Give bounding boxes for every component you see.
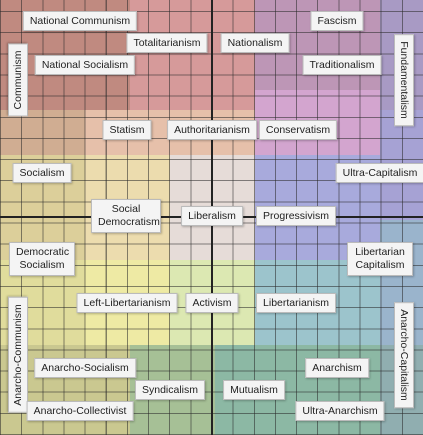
- label: Syndicalism: [134, 380, 206, 400]
- label: Social Democratism: [91, 199, 161, 233]
- label: Statism: [102, 120, 152, 140]
- label: Fascism: [310, 11, 364, 31]
- label: Fundamentalism: [394, 34, 414, 126]
- label: Left-Libertarianism: [76, 293, 178, 313]
- label: Liberalism: [181, 206, 243, 226]
- label: Libertarianism: [256, 293, 336, 313]
- label: Authoritarianism: [167, 120, 257, 140]
- label: Traditionalism: [302, 55, 382, 75]
- label: Ultra-Anarchism: [295, 401, 385, 421]
- label: Totalitarianism: [126, 33, 208, 53]
- label: Anarcho-Socialism: [34, 358, 136, 378]
- label: Democratic Socialism: [9, 242, 75, 276]
- label: Socialism: [12, 163, 72, 183]
- label: Anarcho-Capitalism: [394, 302, 414, 408]
- label: Anarcho-Collectivist: [26, 401, 134, 421]
- label: Ultra-Capitalism: [335, 163, 423, 183]
- label: National Communism: [22, 11, 138, 31]
- label: Nationalism: [220, 33, 290, 53]
- label: Activism: [185, 293, 239, 313]
- label: National Socialism: [34, 55, 136, 75]
- label: Libertarian Capitalism: [347, 242, 413, 276]
- label: Progressivism: [256, 206, 336, 226]
- label: Communism: [8, 43, 28, 117]
- label: Mutualism: [223, 380, 285, 400]
- label: Anarchism: [305, 358, 369, 378]
- label: Anarcho-Communism: [8, 297, 28, 413]
- label: Conservatism: [258, 120, 338, 140]
